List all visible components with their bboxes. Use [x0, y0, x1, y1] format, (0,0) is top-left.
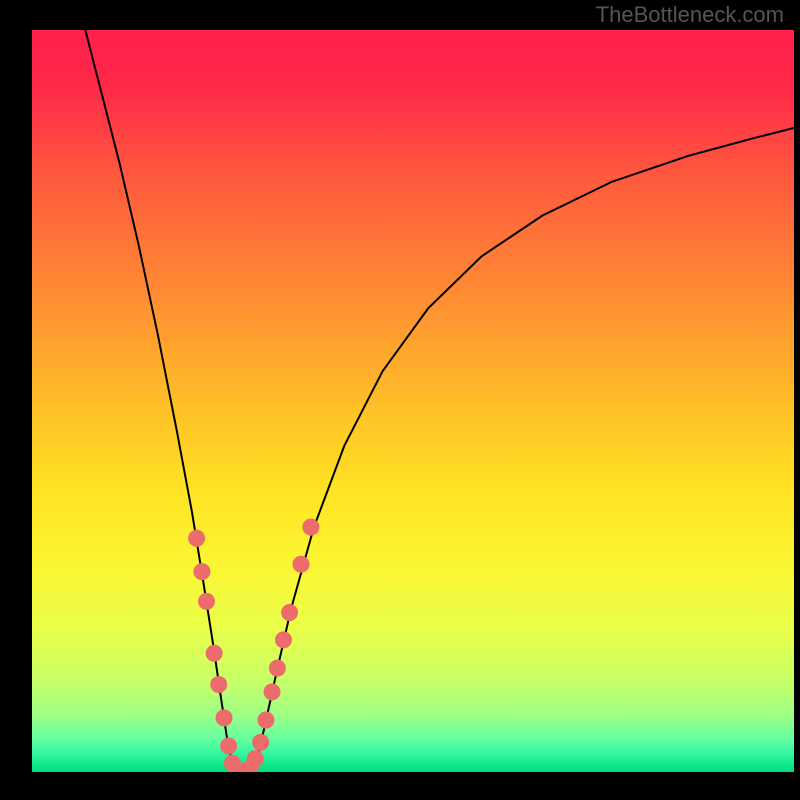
scatter-point	[253, 734, 269, 750]
scatter-point	[264, 684, 280, 700]
scatter-point	[206, 645, 222, 661]
curve-layer	[32, 30, 794, 772]
scatter-point	[221, 738, 237, 754]
scatter-point	[247, 751, 263, 767]
chart-frame: TheBottleneck.com	[0, 0, 800, 800]
scatter-point	[269, 660, 285, 676]
scatter-point	[275, 632, 291, 648]
plot-area	[32, 30, 794, 772]
scatter-point	[303, 519, 319, 535]
scatter-point	[282, 604, 298, 620]
scatter-point	[194, 564, 210, 580]
scatter-group	[189, 519, 319, 772]
scatter-point	[211, 676, 227, 692]
scatter-point	[216, 710, 232, 726]
scatter-point	[293, 556, 309, 572]
watermark-text: TheBottleneck.com	[596, 2, 784, 28]
bottleneck-curve	[85, 30, 794, 772]
scatter-point	[258, 712, 274, 728]
scatter-point	[189, 530, 205, 546]
scatter-point	[199, 593, 215, 609]
